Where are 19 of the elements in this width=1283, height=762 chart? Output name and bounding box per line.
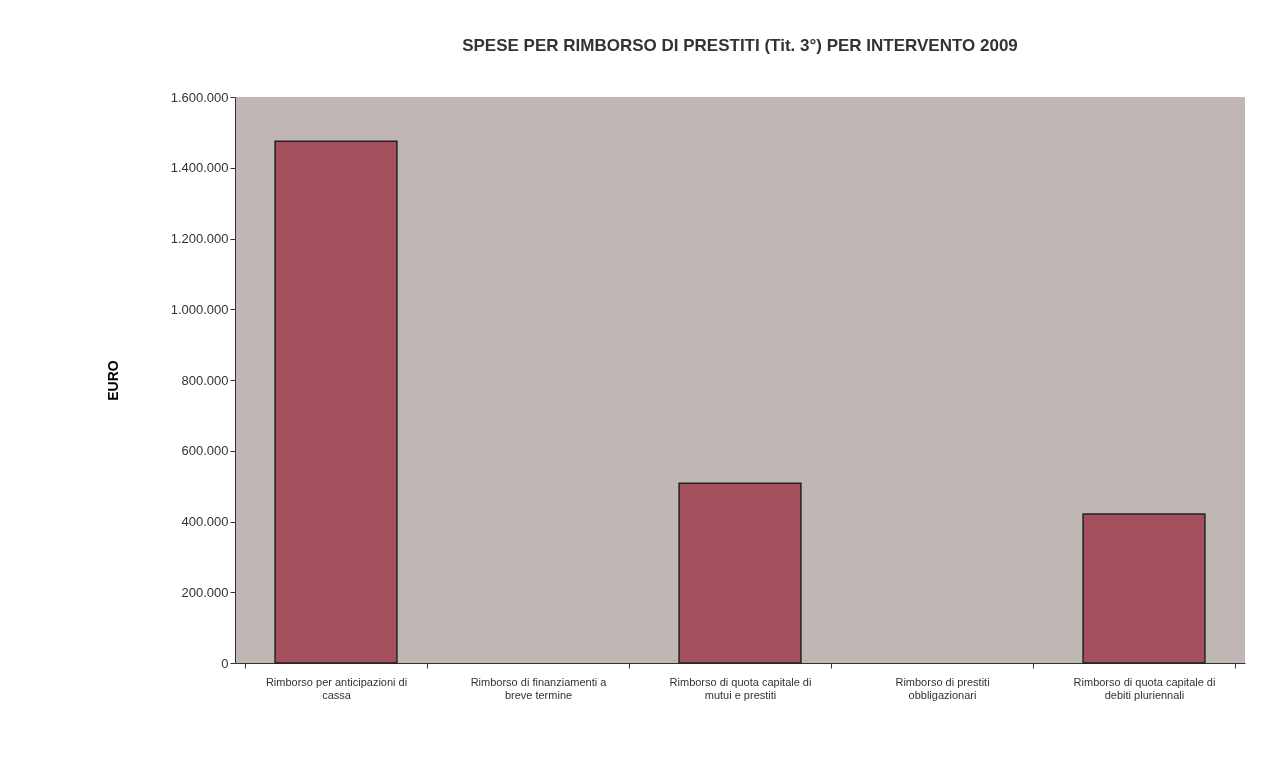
y-tick-label: 200.000 [181,584,229,600]
x-tick-label: Rimborso di quota capitale di mutui e prestiti [669,675,812,701]
y-tick-label: 1.600.000 [170,89,229,105]
y-tick-label: 0 [221,655,229,671]
y-tick-label: 600.000 [181,443,229,459]
y-tick-label: 1.200.000 [170,231,229,246]
y-tick-label: 1.400.000 [170,160,229,176]
y-tick-label: 800.000 [181,372,229,388]
bar [274,140,398,664]
y-tick-label: 1.000.000 [170,301,229,317]
chart-title: SPESE PER RIMBORSO DI PRESTITI (Tit. 3°) PER INTERVENTO 2009 [462,36,1018,55]
x-tick-label: Rimborso di prestiti obbligazionari [895,675,990,701]
x-tick-label: Rimborso di finanziamenti a breve termine [470,675,608,701]
x-tick-label: Rimborso di quota capitale di debiti pluriennali [1073,675,1216,701]
bar [678,482,802,664]
bar [1082,513,1206,664]
y-axis-title: EURO [104,360,121,401]
x-tick-label: Rimborso per anticipazioni di cassa [265,675,408,701]
y-tick-label: 400.000 [181,514,229,529]
